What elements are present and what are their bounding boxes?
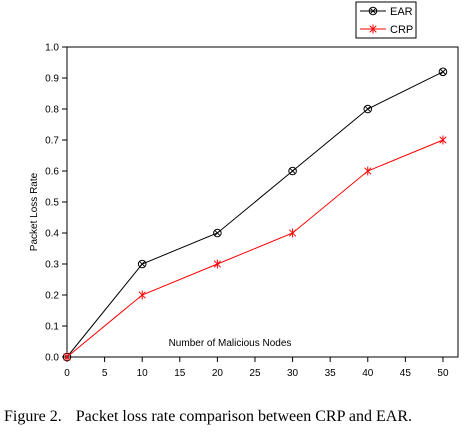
y-tick-label: 0.2 <box>45 291 59 302</box>
marker-circle-x <box>438 67 448 77</box>
x-tick-label: 40 <box>362 368 374 379</box>
x-tick-label: 20 <box>212 368 224 379</box>
marker-asterisk <box>63 352 71 362</box>
y-tick-label: 0.1 <box>45 322 59 333</box>
y-tick-label: 0.8 <box>45 105 59 116</box>
y-tick-label: 1.0 <box>45 43 59 54</box>
marker-asterisk <box>213 259 222 269</box>
series-layer <box>62 67 448 362</box>
x-tick-label: 30 <box>287 368 299 379</box>
legend: EAR CRP <box>355 1 417 39</box>
y-tick-label: 0.3 <box>45 260 59 271</box>
marker-asterisk <box>138 290 146 300</box>
y-tick-label: 0.6 <box>45 167 59 178</box>
caption-label: Figure 2. <box>4 408 62 425</box>
x-tick-label: 45 <box>400 368 412 379</box>
y-tick-label: 0.0 <box>45 353 59 364</box>
series-line-crp <box>66 139 444 358</box>
marker-circle-x <box>368 6 378 16</box>
caption-text: Packet loss rate comparison between CRP … <box>76 408 412 425</box>
x-axis: 0 5 10 15 20 25 30 35 40 45 50 <box>64 357 449 379</box>
x-tick-label: 10 <box>137 368 149 379</box>
legend-label: CRP <box>390 24 413 36</box>
figure-caption: Figure 2. Packet loss rate comparison bet… <box>4 408 412 425</box>
x-tick-label: 15 <box>174 368 186 379</box>
y-tick-label: 0.9 <box>45 74 59 85</box>
y-axis: 0.0 0.1 0.2 0.3 0.4 0.5 0.6 0.7 0.8 0.9 1.0 <box>45 43 67 364</box>
y-tick-label: 0.5 <box>45 198 59 209</box>
series-line-ear <box>66 71 444 358</box>
marker-asterisk <box>439 135 447 145</box>
y-tick-label: 0.4 <box>45 229 59 240</box>
marker-circle-x <box>213 228 222 238</box>
legend-label: EAR <box>390 6 413 18</box>
marker-asterisk <box>369 24 377 34</box>
marker-circle-x <box>363 104 373 114</box>
legend-box <box>355 1 417 39</box>
marker-circle-x <box>288 166 297 176</box>
x-tick-label: 0 <box>64 368 70 379</box>
y-tick-label: 0.7 <box>45 136 59 147</box>
x-tick-label: 35 <box>325 368 337 379</box>
x-tick-label: 50 <box>437 368 449 379</box>
y-axis-title: Packet Loss Rate <box>29 172 40 251</box>
marker-asterisk <box>364 166 372 176</box>
x-tick-label: 25 <box>249 368 261 379</box>
marker-asterisk <box>288 228 297 238</box>
x-axis-title: Number of Malicious Nodes <box>169 338 292 349</box>
marker-circle-x <box>137 259 147 269</box>
x-tick-label: 5 <box>102 368 108 379</box>
